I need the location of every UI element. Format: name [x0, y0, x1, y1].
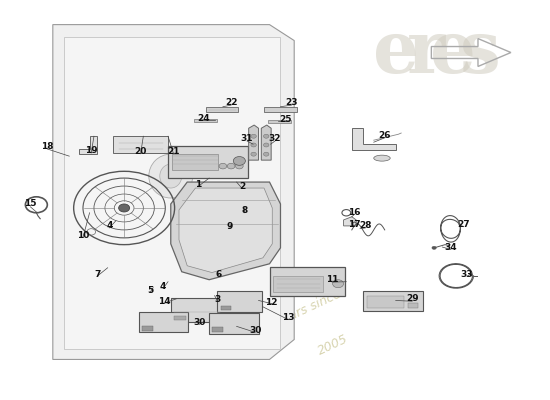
FancyBboxPatch shape — [172, 154, 218, 170]
Text: 16: 16 — [348, 208, 360, 217]
FancyBboxPatch shape — [194, 119, 217, 122]
FancyBboxPatch shape — [221, 306, 230, 310]
Circle shape — [233, 156, 245, 165]
Circle shape — [251, 134, 256, 138]
Circle shape — [251, 152, 256, 156]
FancyBboxPatch shape — [209, 313, 258, 334]
Polygon shape — [249, 125, 258, 160]
Text: 19: 19 — [85, 146, 97, 155]
Text: r: r — [407, 17, 445, 88]
Circle shape — [227, 163, 235, 169]
Polygon shape — [261, 125, 271, 160]
Text: a passion: a passion — [234, 253, 294, 290]
Text: 5: 5 — [147, 286, 153, 295]
Polygon shape — [179, 188, 272, 272]
Text: 11: 11 — [326, 275, 338, 284]
Polygon shape — [352, 128, 395, 150]
Ellipse shape — [149, 154, 192, 198]
Text: 14: 14 — [158, 297, 171, 306]
FancyBboxPatch shape — [264, 107, 297, 112]
Polygon shape — [53, 25, 294, 360]
Text: 12: 12 — [266, 298, 278, 306]
FancyBboxPatch shape — [270, 266, 345, 296]
Text: 28: 28 — [359, 221, 372, 230]
Text: 23: 23 — [285, 98, 298, 107]
Circle shape — [219, 163, 227, 169]
Text: 18: 18 — [41, 142, 53, 151]
Text: 22: 22 — [225, 98, 238, 107]
Circle shape — [263, 152, 269, 156]
Text: s: s — [460, 17, 501, 88]
Text: 25: 25 — [280, 115, 292, 124]
FancyBboxPatch shape — [363, 291, 423, 311]
Text: 4: 4 — [160, 282, 166, 291]
Text: 24: 24 — [197, 114, 210, 123]
FancyBboxPatch shape — [367, 296, 404, 308]
Text: 1: 1 — [195, 180, 201, 188]
FancyBboxPatch shape — [168, 146, 248, 178]
Text: 32: 32 — [269, 134, 281, 143]
FancyBboxPatch shape — [113, 136, 168, 153]
Circle shape — [119, 204, 130, 212]
Text: 2005: 2005 — [315, 333, 350, 358]
Text: 17: 17 — [348, 220, 360, 229]
Circle shape — [263, 143, 269, 147]
FancyBboxPatch shape — [268, 120, 292, 124]
Ellipse shape — [160, 164, 182, 188]
FancyBboxPatch shape — [206, 107, 238, 112]
Text: 10: 10 — [77, 231, 89, 240]
Ellipse shape — [374, 155, 390, 161]
Polygon shape — [64, 36, 280, 350]
Text: 20: 20 — [134, 147, 147, 156]
Text: 7: 7 — [95, 270, 101, 279]
Text: 26: 26 — [378, 131, 391, 140]
Polygon shape — [170, 182, 280, 280]
Text: 9: 9 — [227, 222, 233, 231]
Text: e: e — [430, 17, 476, 88]
Circle shape — [251, 143, 256, 147]
Text: 2: 2 — [239, 182, 245, 190]
Text: 15: 15 — [24, 200, 36, 208]
Text: 30: 30 — [193, 318, 206, 327]
FancyBboxPatch shape — [408, 303, 417, 308]
Text: for cars since: for cars since — [262, 288, 343, 335]
Text: e: e — [373, 17, 419, 88]
Circle shape — [432, 246, 436, 250]
FancyBboxPatch shape — [217, 291, 262, 312]
Text: 8: 8 — [241, 206, 248, 215]
FancyBboxPatch shape — [212, 327, 223, 332]
Circle shape — [333, 280, 344, 288]
FancyBboxPatch shape — [173, 316, 185, 320]
Text: 27: 27 — [458, 220, 470, 229]
Circle shape — [235, 163, 243, 169]
Text: 13: 13 — [282, 314, 294, 322]
Text: 21: 21 — [167, 147, 180, 156]
FancyBboxPatch shape — [139, 312, 188, 332]
Text: 4: 4 — [106, 222, 113, 230]
FancyBboxPatch shape — [142, 326, 153, 331]
Polygon shape — [344, 217, 356, 226]
Text: 6: 6 — [216, 270, 222, 279]
Polygon shape — [79, 136, 97, 154]
Circle shape — [263, 134, 269, 138]
FancyBboxPatch shape — [170, 298, 223, 322]
FancyBboxPatch shape — [273, 276, 323, 292]
Text: 30: 30 — [249, 326, 261, 335]
Text: 31: 31 — [241, 134, 253, 143]
Text: 34: 34 — [444, 242, 457, 252]
Text: 29: 29 — [406, 294, 419, 303]
Text: 33: 33 — [461, 270, 473, 279]
Text: 3: 3 — [214, 295, 221, 304]
